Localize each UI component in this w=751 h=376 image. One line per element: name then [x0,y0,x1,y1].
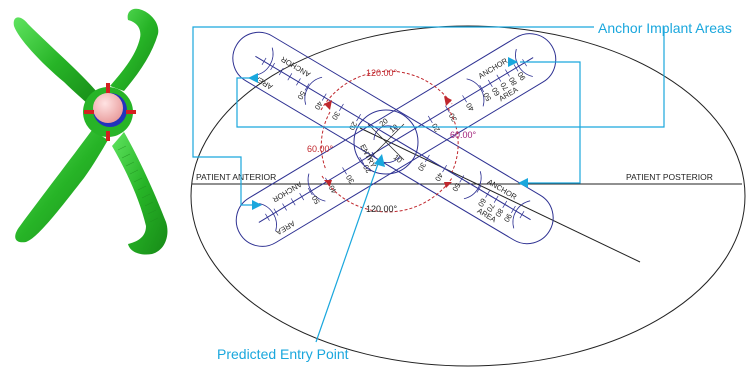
ruler-tick-label: 20 [361,163,373,175]
band-outline [235,33,557,247]
entry-circle [353,109,419,175]
band-upper-left-to-lower-right: ANCHOR AREA ANCHOR AREA 50 40 30 20 30 4… [232,31,554,245]
ruler-tick-label: 50 [481,91,493,103]
ruler-tick-label: 40 [433,171,445,183]
label-patient-anterior: PATIENT ANTERIOR [196,172,276,182]
ruler-tick-label: 50 [295,89,307,101]
ruler-tick-label: 80 [493,207,505,219]
device-image [13,8,168,255]
zone-label-anchor: ANCHOR [486,177,519,202]
ruler-tick-label: 50 [310,194,322,206]
angle-label-bottom: 120.00° [366,204,398,214]
callout-anchor-implant-areas: Anchor Implant Areas [598,20,732,36]
outline-ellipse [190,25,746,367]
angle-label-right: 60.00° [450,130,477,140]
ruler-tick-label: 10 [392,153,404,165]
ruler-tick-label: 30 [330,110,342,122]
ruler-tick-label: 30 [416,161,428,173]
callout-predicted-entry-point: Predicted Entry Point [217,346,349,362]
band-centerline [255,55,531,221]
ruler-tick-label: 40 [313,100,325,112]
ruler-tick-label: 60 [476,197,488,209]
band-lower-left-to-upper-right: ANCHOR AREA ANCHOR AREA 50 40 30 20 20 3… [235,33,557,247]
ruler-tick-label: 90 [502,212,514,224]
zone-label-area: AREA [274,219,296,237]
angle-arcs [320,70,459,213]
angle-label-top: 120.00° [366,68,398,78]
ruler-tick-label: 10 [388,122,400,134]
ruler-tick-label: 70 [498,81,510,93]
ruler-tick-label: 40 [464,101,476,113]
zone-label-anchor: ANCHOR [477,56,510,81]
entry-callout [315,154,385,343]
angle-label-left: 60.00° [307,144,334,154]
device-arm-upper-right [110,8,159,92]
ruler-tick-label: 60 [490,86,502,98]
anchor-callout-lines [192,26,665,206]
device-arm-lower-right [112,132,168,255]
label-patient-posterior: PATIENT POSTERIOR [626,172,713,182]
ruler-tick-label: 20 [430,122,442,134]
ruler-tick-label: 50 [450,181,462,193]
band-centerline [258,57,534,223]
zone-label-entry: ENTRY [358,143,378,170]
zone-label-anchor: ANCHOR [270,180,303,205]
diagonal-axis-line [359,127,641,263]
ruler-tick-label: 70 [485,202,497,214]
angle-arc-arrows [324,96,452,188]
technical-drawing: PATIENT ANTERIOR PATIENT POSTERIOR ANCHO… [190,25,746,367]
ruler-tick-label: 30 [344,173,356,185]
device-hub [83,83,136,141]
device-arm-lower-left [15,130,109,243]
device-arm-upper-left [13,17,99,109]
ruler-tick-label: 80 [507,75,519,87]
ruler-tick-label: 90 [516,70,528,82]
ruler-tick-label: 20 [347,120,359,132]
anchor-callout-arrowheads [248,57,528,210]
